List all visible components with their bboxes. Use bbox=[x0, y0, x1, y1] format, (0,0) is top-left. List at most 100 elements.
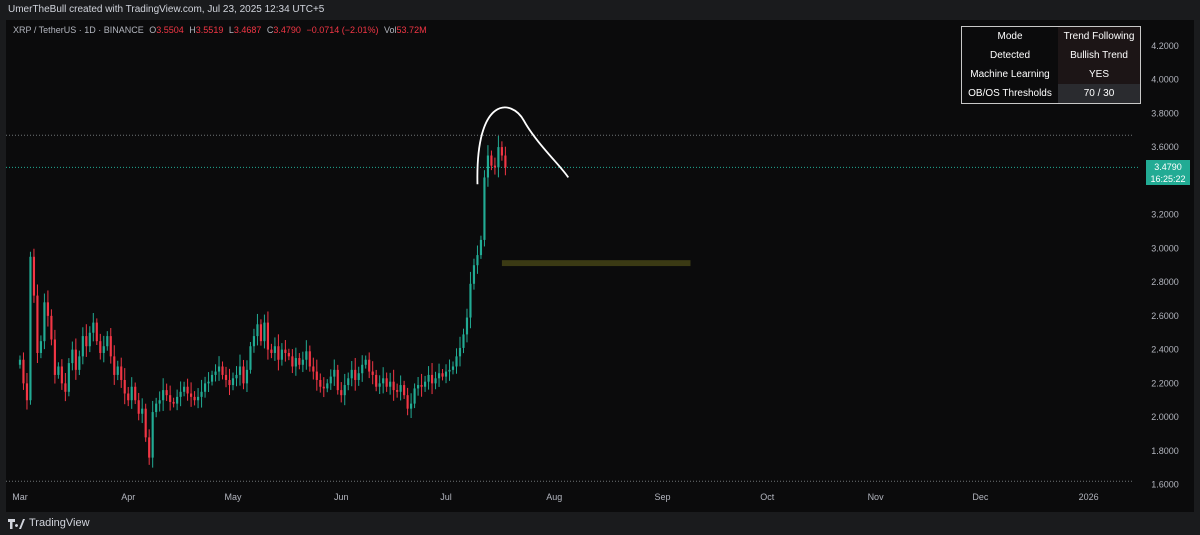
candle-body bbox=[284, 349, 287, 353]
candle-body bbox=[270, 349, 273, 353]
candle-body bbox=[130, 386, 133, 401]
drawn-arc-layer bbox=[476, 106, 570, 185]
candle-body bbox=[406, 395, 409, 409]
candle-body bbox=[134, 386, 137, 401]
candle-body bbox=[95, 322, 98, 342]
candle-body bbox=[441, 373, 444, 377]
y-tick-label: 2.0000 bbox=[1151, 412, 1179, 422]
symbol-label[interactable]: XRP / TetherUS · 1D · BINANCE bbox=[13, 25, 144, 35]
tradingview-logo-icon bbox=[8, 518, 25, 529]
candle-body bbox=[207, 381, 210, 384]
candle-body bbox=[186, 386, 189, 394]
detected-value: Bullish Trend bbox=[1058, 46, 1141, 65]
candle-body bbox=[203, 383, 207, 392]
candle-body bbox=[60, 366, 63, 384]
y-tick-label: 4.2000 bbox=[1151, 41, 1179, 51]
footer: TradingView bbox=[0, 512, 1200, 535]
header-credit: UmerTheBull created with TradingView.com… bbox=[0, 0, 1200, 20]
highlight-zone bbox=[501, 260, 691, 267]
table-row: OB/OS Thresholds 70 / 30 bbox=[962, 84, 1141, 104]
candle-body bbox=[165, 390, 168, 396]
candle-body bbox=[81, 336, 84, 357]
tradingview-brand[interactable]: TradingView bbox=[8, 516, 90, 531]
candle-body bbox=[43, 302, 46, 342]
candle-body bbox=[266, 322, 270, 350]
y-axis-labels: 4.20004.00003.80003.60003.40003.20003.00… bbox=[1151, 41, 1179, 490]
mode-key: Mode bbox=[997, 31, 1023, 42]
candle-body bbox=[221, 366, 224, 375]
close-value: 3.4790 bbox=[273, 25, 301, 35]
candle-body bbox=[455, 356, 458, 367]
close-label: C bbox=[266, 25, 274, 35]
chart-panel[interactable]: 4.20004.00003.80003.60003.40003.20003.00… bbox=[6, 20, 1194, 512]
candle-body bbox=[252, 336, 256, 347]
candle-body bbox=[183, 386, 186, 392]
candle-body bbox=[109, 336, 112, 357]
candle-body bbox=[53, 339, 56, 375]
candle-body bbox=[137, 400, 140, 414]
candle-body bbox=[162, 390, 165, 401]
candle-body bbox=[301, 359, 304, 365]
candle-body bbox=[396, 390, 399, 392]
candle-body bbox=[403, 385, 406, 396]
brand-label: TradingView bbox=[29, 517, 90, 529]
y-tick-label: 3.0000 bbox=[1151, 243, 1179, 253]
machine-learning-key: Machine Learning bbox=[970, 69, 1050, 80]
candle-body bbox=[504, 155, 507, 168]
candle-body bbox=[319, 379, 322, 387]
candle-body bbox=[120, 366, 123, 380]
x-tick-label: Oct bbox=[760, 492, 775, 502]
candle-body bbox=[350, 369, 353, 379]
candle-body bbox=[50, 315, 53, 340]
candle-body bbox=[32, 256, 36, 296]
candle-body bbox=[476, 255, 479, 266]
candle-body bbox=[102, 346, 105, 353]
candle-body bbox=[39, 341, 43, 353]
candle-body bbox=[144, 408, 147, 438]
y-tick-label: 3.6000 bbox=[1151, 142, 1179, 152]
y-tick-label: 3.2000 bbox=[1151, 210, 1179, 220]
candle-body bbox=[92, 322, 95, 333]
candle-body bbox=[210, 374, 214, 382]
machine-learning-value: YES bbox=[1058, 65, 1141, 84]
candle-body bbox=[298, 358, 301, 365]
price-chart[interactable]: 4.20004.00003.80003.60003.40003.20003.00… bbox=[6, 20, 1194, 512]
candle-body bbox=[190, 393, 193, 397]
y-tick-label: 2.2000 bbox=[1151, 378, 1179, 388]
candle-body bbox=[500, 147, 503, 156]
last-price-value: 3.4790 bbox=[1154, 162, 1182, 173]
candle-body bbox=[235, 374, 238, 379]
table-row: Mode Trend Following bbox=[962, 26, 1141, 46]
candle-body bbox=[179, 391, 182, 397]
y-tick-label: 4.0000 bbox=[1151, 75, 1179, 85]
candle-body bbox=[389, 381, 392, 387]
candle-body bbox=[74, 349, 77, 370]
indicator-info-table: Mode Trend Following Detected Bullish Tr… bbox=[961, 26, 1141, 104]
candles bbox=[18, 135, 507, 468]
y-tick-label: 3.8000 bbox=[1151, 108, 1179, 118]
candle-body bbox=[200, 391, 203, 397]
table-row: Machine Learning YES bbox=[962, 65, 1141, 84]
detected-key: Detected bbox=[989, 50, 1031, 61]
drawn-arc bbox=[476, 106, 570, 185]
candle-body bbox=[46, 302, 49, 316]
candle-body bbox=[228, 379, 231, 386]
candle-body bbox=[462, 334, 465, 348]
candle-body bbox=[451, 366, 455, 370]
last-price-tag: 3.4790 16:25:22 bbox=[1146, 160, 1190, 186]
candle-body bbox=[280, 349, 283, 360]
candle-body bbox=[493, 165, 496, 168]
candle-body bbox=[85, 336, 88, 347]
candle-body bbox=[287, 352, 290, 357]
x-tick-label: Jul bbox=[440, 492, 452, 502]
candle-body bbox=[291, 356, 294, 367]
candle-body bbox=[413, 388, 416, 404]
candle-body bbox=[245, 369, 249, 384]
candle-body bbox=[343, 385, 346, 396]
candle-body bbox=[148, 437, 151, 458]
candle-body bbox=[479, 239, 483, 256]
vol-value: 53.72M bbox=[396, 25, 427, 35]
candle-body bbox=[410, 403, 413, 409]
candle-body bbox=[326, 383, 329, 389]
symbol-legend[interactable]: XRP / TetherUS · 1D · BINANCE O3.5504 H3… bbox=[13, 25, 427, 35]
